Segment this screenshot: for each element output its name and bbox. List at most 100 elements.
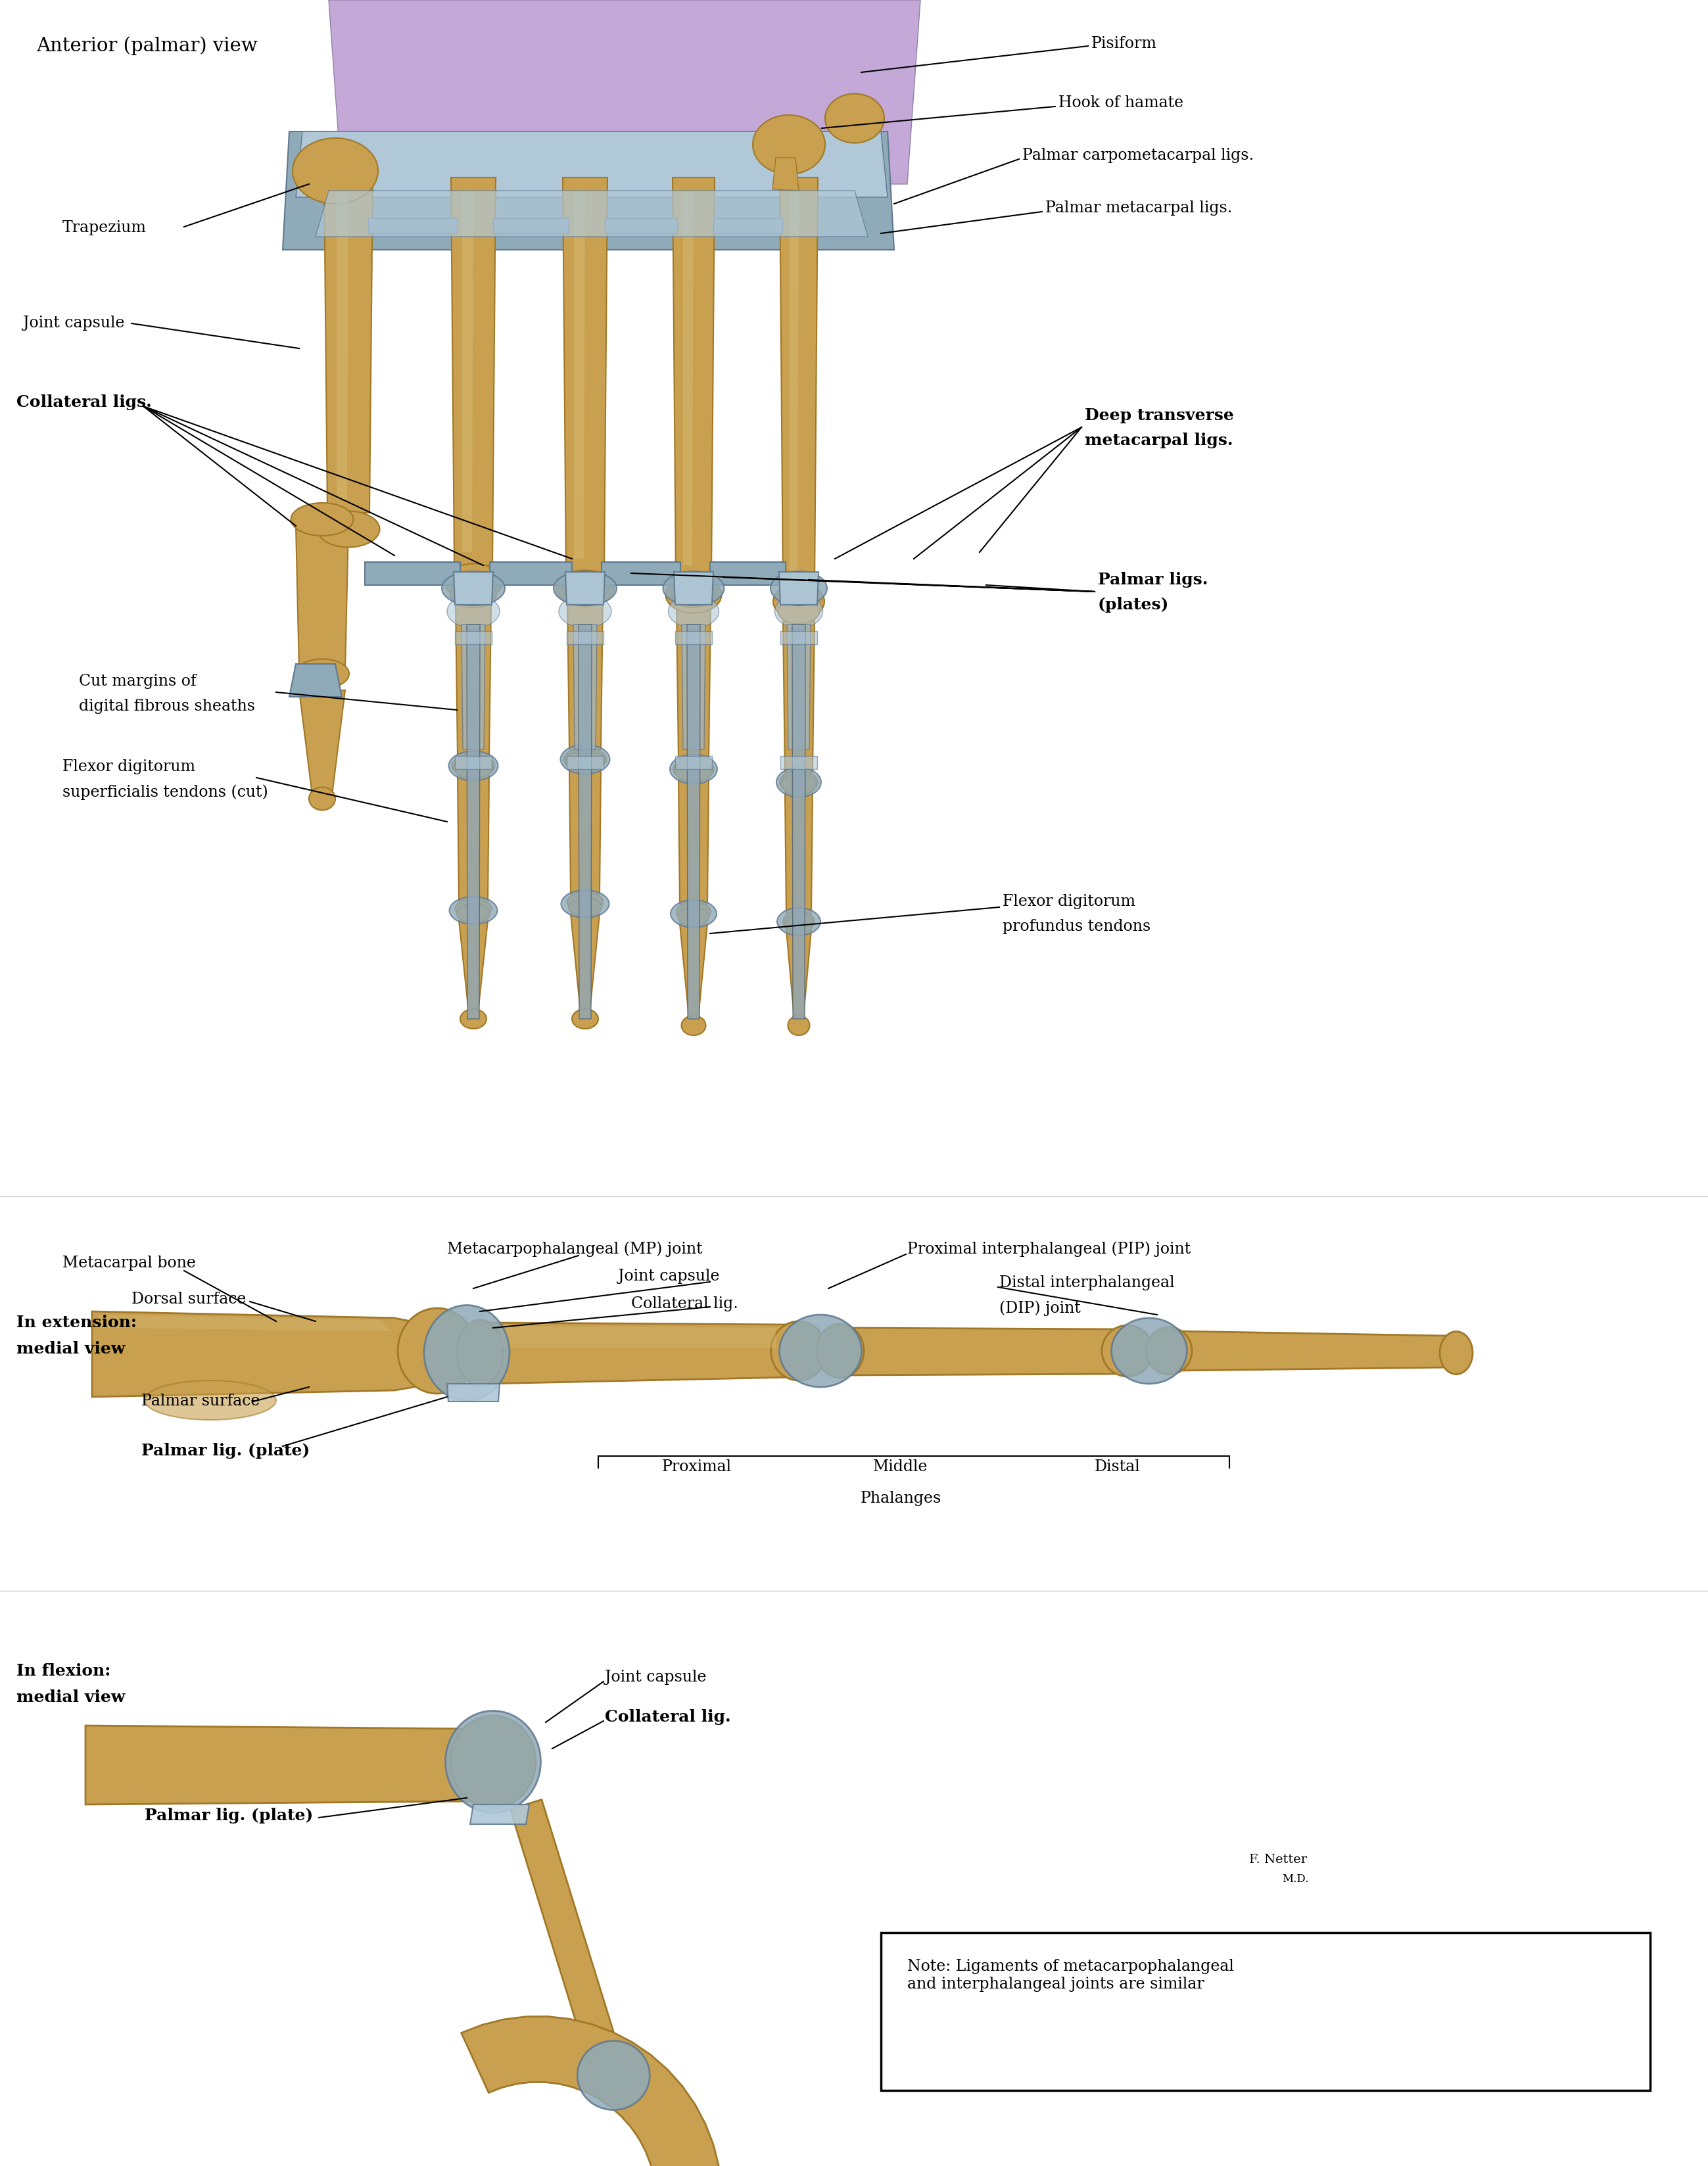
Text: Joint capsule: Joint capsule [618, 1269, 719, 1284]
Ellipse shape [1102, 1326, 1153, 1378]
Ellipse shape [782, 912, 815, 931]
Polygon shape [574, 624, 596, 749]
Polygon shape [683, 191, 693, 565]
Polygon shape [781, 756, 816, 769]
Polygon shape [711, 561, 786, 585]
Polygon shape [456, 604, 492, 756]
Ellipse shape [681, 1016, 705, 1035]
Polygon shape [454, 756, 492, 769]
Ellipse shape [564, 747, 606, 771]
Ellipse shape [559, 596, 611, 628]
Polygon shape [325, 178, 372, 513]
Polygon shape [289, 665, 342, 697]
Ellipse shape [1440, 1332, 1472, 1373]
Text: Collateral ligs.: Collateral ligs. [17, 394, 152, 409]
Text: Cut margins of: Cut margins of [79, 674, 196, 689]
Polygon shape [459, 921, 488, 1025]
Text: In flexion:: In flexion: [17, 1663, 111, 1679]
Polygon shape [295, 132, 888, 197]
Polygon shape [772, 158, 799, 191]
Ellipse shape [784, 914, 813, 934]
Polygon shape [85, 1726, 480, 1804]
Ellipse shape [451, 583, 497, 606]
Polygon shape [567, 630, 603, 643]
Ellipse shape [442, 572, 506, 606]
Text: Collateral lig.: Collateral lig. [632, 1295, 738, 1310]
Polygon shape [793, 624, 806, 1018]
Text: Metacarpal bone: Metacarpal bone [63, 1256, 196, 1271]
Ellipse shape [456, 899, 492, 918]
Ellipse shape [309, 786, 335, 810]
Polygon shape [789, 191, 799, 572]
Polygon shape [299, 691, 345, 795]
Ellipse shape [458, 905, 490, 923]
Polygon shape [92, 1310, 434, 1397]
Text: medial view: medial view [17, 1689, 125, 1705]
Polygon shape [569, 769, 601, 895]
Text: Phalanges: Phalanges [861, 1490, 941, 1505]
Text: Dorsal surface: Dorsal surface [132, 1291, 246, 1306]
Polygon shape [681, 624, 705, 749]
Ellipse shape [453, 754, 495, 778]
Text: superficialis tendons (cut): superficialis tendons (cut) [63, 784, 268, 799]
Text: Palmar metacarpal ligs.: Palmar metacarpal ligs. [1045, 201, 1231, 217]
Ellipse shape [444, 563, 502, 600]
Ellipse shape [781, 773, 816, 795]
Polygon shape [369, 219, 458, 234]
Ellipse shape [569, 899, 601, 916]
Polygon shape [567, 756, 603, 769]
Polygon shape [678, 780, 709, 903]
Text: Proximal interphalangeal (PIP) joint: Proximal interphalangeal (PIP) joint [907, 1241, 1190, 1256]
Ellipse shape [787, 1016, 810, 1035]
Polygon shape [676, 604, 711, 760]
Text: Distal: Distal [1095, 1460, 1141, 1475]
Polygon shape [562, 178, 608, 572]
Ellipse shape [454, 758, 494, 778]
Polygon shape [601, 561, 680, 585]
Ellipse shape [663, 572, 724, 606]
Ellipse shape [753, 115, 825, 173]
Ellipse shape [451, 1715, 536, 1809]
Polygon shape [454, 630, 492, 643]
Polygon shape [500, 1326, 775, 1347]
Polygon shape [461, 624, 485, 749]
Polygon shape [1177, 1332, 1454, 1371]
Ellipse shape [777, 767, 822, 797]
Ellipse shape [816, 1323, 864, 1378]
Ellipse shape [567, 892, 603, 912]
Text: Anterior (palmar) view: Anterior (palmar) view [36, 37, 258, 54]
Ellipse shape [145, 1380, 277, 1421]
Polygon shape [675, 756, 712, 769]
Ellipse shape [1146, 1328, 1192, 1375]
Polygon shape [786, 793, 813, 914]
Ellipse shape [775, 596, 823, 628]
Polygon shape [673, 178, 714, 578]
Polygon shape [687, 624, 700, 1018]
Ellipse shape [458, 1319, 502, 1386]
Ellipse shape [777, 908, 820, 936]
Polygon shape [328, 0, 921, 184]
Text: metacarpal ligs.: metacarpal ligs. [1085, 433, 1233, 448]
Polygon shape [787, 624, 811, 749]
Ellipse shape [666, 576, 721, 613]
Ellipse shape [398, 1308, 477, 1393]
Text: Collateral lig.: Collateral lig. [605, 1709, 731, 1724]
Polygon shape [782, 622, 815, 773]
Ellipse shape [673, 758, 714, 780]
Ellipse shape [318, 511, 379, 548]
Ellipse shape [557, 570, 615, 606]
Polygon shape [605, 219, 676, 234]
Polygon shape [714, 219, 782, 234]
Ellipse shape [449, 897, 497, 925]
Polygon shape [675, 572, 714, 604]
Ellipse shape [779, 1315, 861, 1386]
Polygon shape [781, 178, 818, 585]
Polygon shape [487, 1323, 793, 1384]
Ellipse shape [668, 596, 719, 628]
Polygon shape [96, 1315, 391, 1332]
Text: Flexor digitorum: Flexor digitorum [1003, 895, 1136, 910]
Text: Distal interphalangeal: Distal interphalangeal [999, 1276, 1175, 1291]
Polygon shape [567, 598, 603, 749]
Ellipse shape [671, 583, 716, 606]
Ellipse shape [424, 1306, 509, 1401]
